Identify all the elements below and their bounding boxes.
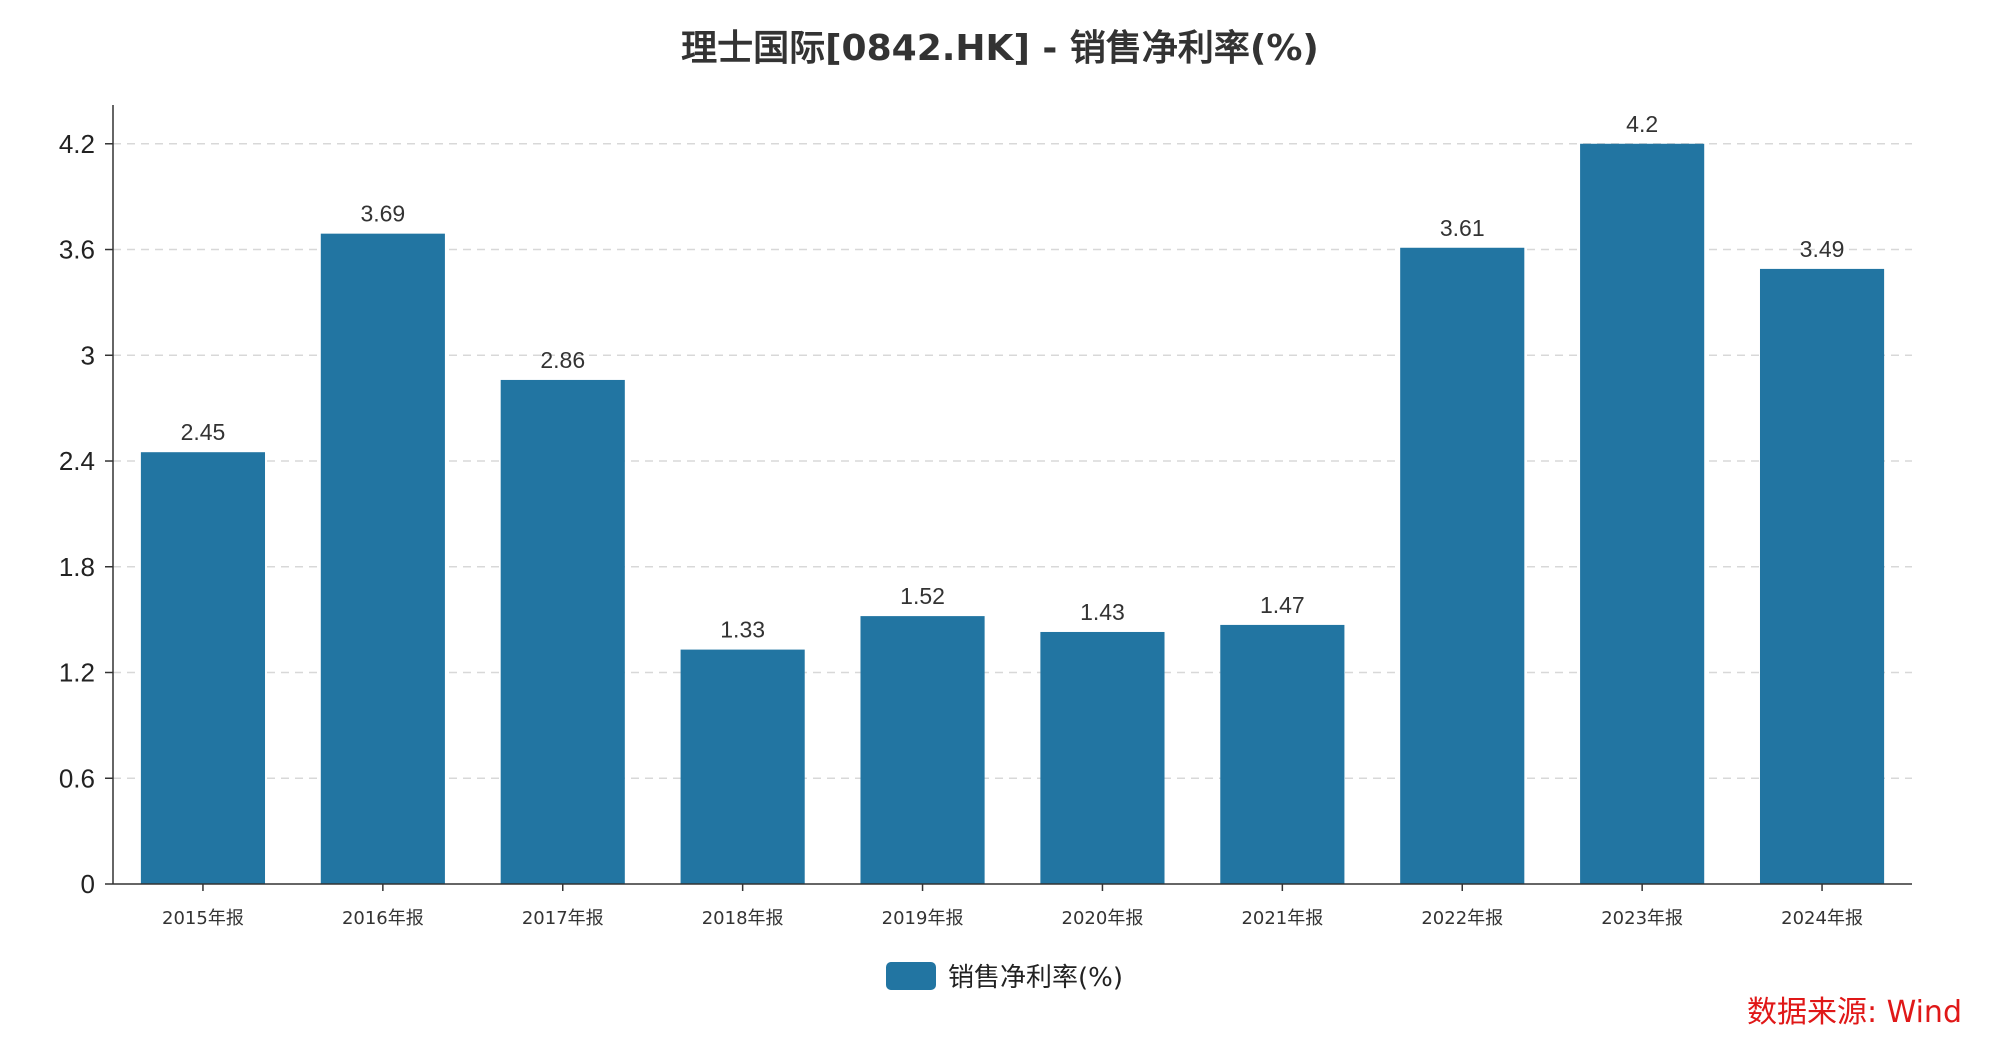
chart-title: 理士国际[0842.HK] - 销售净利率(%) [681,28,1319,69]
x-tick-label: 2023年报 [1601,908,1683,929]
y-tick-label: 1.8 [59,552,95,582]
x-tick-label: 2018年报 [702,908,784,929]
x-tick-label: 2016年报 [342,908,424,929]
bar-value-label: 1.47 [1260,592,1305,618]
y-tick-label: 2.4 [59,446,95,476]
x-tick-label: 2021年报 [1241,908,1323,929]
x-tick-label: 2015年报 [162,908,244,929]
bar-value-label: 2.86 [540,347,585,373]
x-axis: 2015年报 2016年报 2017年报 2018年报 2019年报 2020年报 2021… [113,883,1912,929]
bar-value-label: 1.43 [1080,599,1125,625]
bar-value-label: 1.33 [720,617,765,643]
bar [1040,631,1165,884]
x-tick-label: 2017年报 [522,908,604,929]
bar-value-label: 1.52 [900,583,945,609]
y-tick-label: 3.6 [59,235,95,265]
y-axis: 0 0.6 1.2 1.8 2.4 3 3.6 4.2 [59,105,114,899]
bar [320,233,445,884]
bar [1400,247,1525,884]
x-tick-label: 2020年报 [1062,908,1144,929]
data-labels: 2.45 3.69 2.86 1.33 1.52 1.43 1.47 3.61 4.2 3.49 [181,111,1845,643]
y-tick-label: 3 [81,340,95,370]
bars [140,143,1885,885]
y-tick-label: 0.6 [59,763,95,793]
legend: 销售净利率(%) [886,962,1123,993]
bar [500,379,625,884]
bar-value-label: 3.61 [1440,215,1485,241]
legend-label: 销售净利率(%) [948,963,1123,993]
bar [1759,268,1885,884]
x-tick-label: 2024年报 [1781,908,1863,929]
bar-value-label: 3.49 [1800,236,1845,262]
bar-value-label: 3.69 [360,201,405,227]
bar [1220,624,1345,884]
legend-swatch [886,962,936,990]
y-tick-label: 4.2 [59,129,95,159]
bar [1580,143,1705,885]
bar-value-label: 4.2 [1626,111,1658,137]
bar [680,649,805,884]
x-tick-label: 2019年报 [882,908,964,929]
y-tick-label: 0 [81,869,95,899]
bar-value-label: 2.45 [181,419,226,445]
bar [860,616,985,884]
x-tick-label: 2022年报 [1421,908,1503,929]
y-tick-label: 1.2 [59,658,95,688]
bar [140,452,266,884]
data-source-note: 数据来源: Wind [1747,995,1962,1030]
